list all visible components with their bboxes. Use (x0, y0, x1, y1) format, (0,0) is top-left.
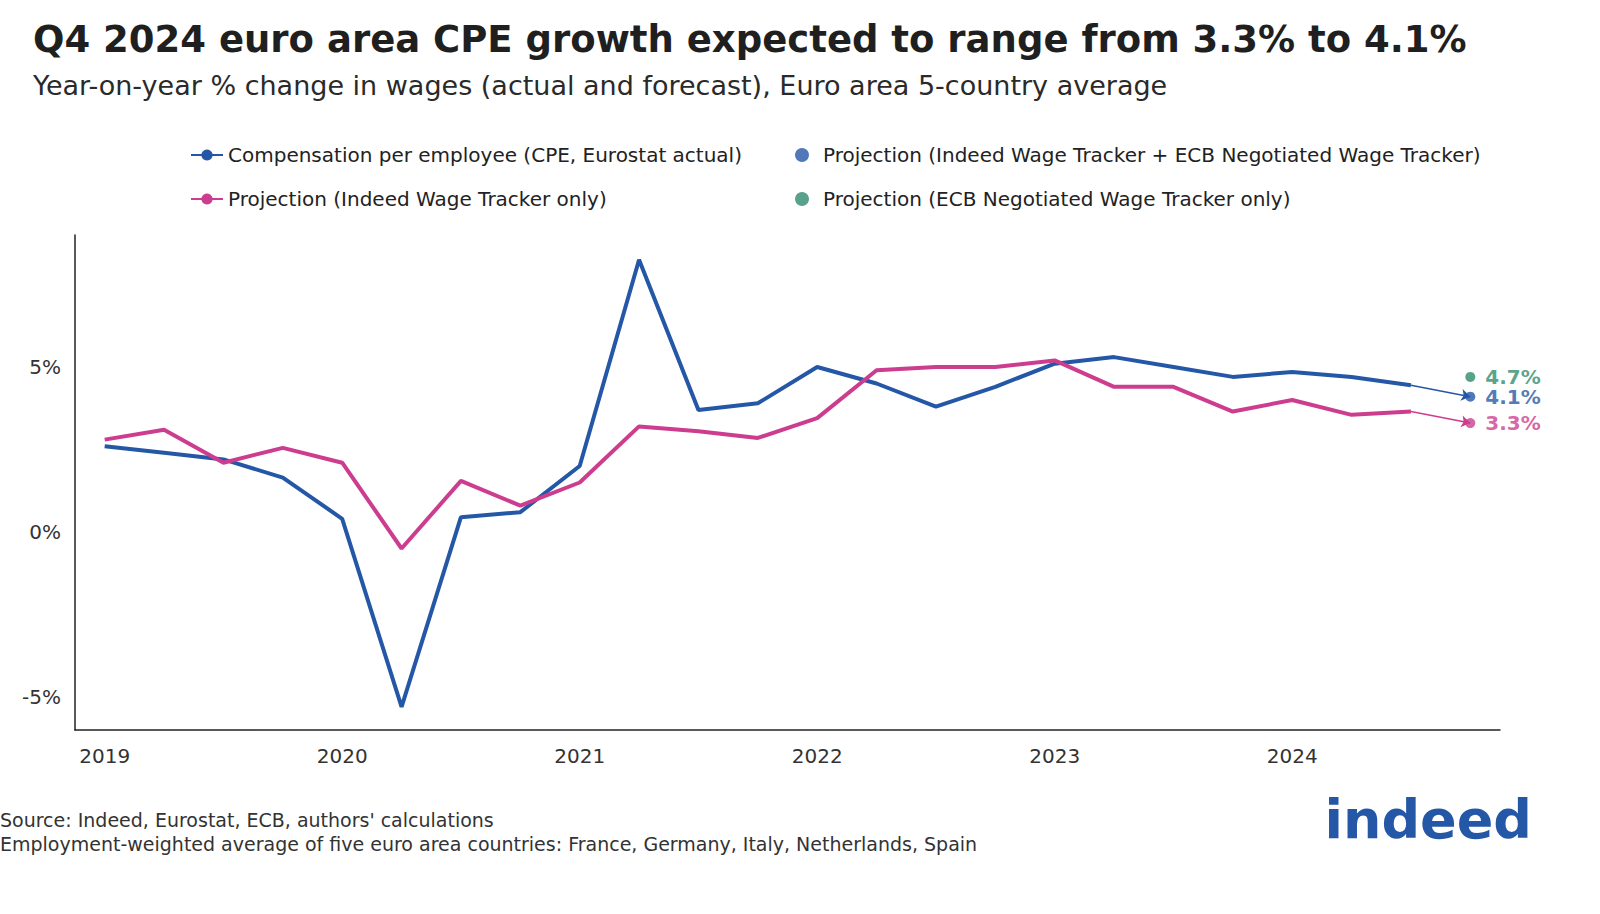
svg-text:Source: Indeed, Eurostat, ECB,: Source: Indeed, Eurostat, ECB, authors' … (0, 809, 494, 831)
svg-text:2020: 2020 (317, 744, 368, 768)
svg-text:5%: 5% (29, 355, 61, 379)
svg-text:4.1%: 4.1% (1485, 384, 1541, 409)
svg-text:indeed: indeed (1324, 788, 1532, 851)
svg-text:2021: 2021 (554, 744, 605, 768)
svg-text:Employment-weighted average of: Employment-weighted average of five euro… (0, 833, 977, 855)
svg-text:Projection (Indeed Wage Tracke: Projection (Indeed Wage Tracker only) (228, 187, 607, 211)
svg-text:0%: 0% (29, 520, 61, 544)
svg-text:Q4 2024 euro area CPE growth e: Q4 2024 euro area CPE growth expected to… (33, 18, 1467, 61)
svg-text:3.3%: 3.3% (1485, 411, 1540, 435)
svg-text:Projection (Indeed Wage Tracke: Projection (Indeed Wage Tracker + ECB Ne… (823, 143, 1481, 167)
svg-text:Compensation per employee (CPE: Compensation per employee (CPE, Eurostat… (228, 143, 742, 167)
svg-text:Year-on-year % change in wages: Year-on-year % change in wages (actual a… (32, 70, 1167, 101)
svg-text:2024: 2024 (1267, 744, 1318, 768)
svg-text:2019: 2019 (79, 744, 130, 768)
svg-text:-5%: -5% (22, 685, 61, 709)
svg-text:4.7%: 4.7% (1485, 365, 1540, 389)
svg-text:Projection (ECB Negotiated Wag: Projection (ECB Negotiated Wage Tracker … (823, 187, 1291, 211)
svg-text:2022: 2022 (792, 744, 843, 768)
svg-text:2023: 2023 (1029, 744, 1080, 768)
